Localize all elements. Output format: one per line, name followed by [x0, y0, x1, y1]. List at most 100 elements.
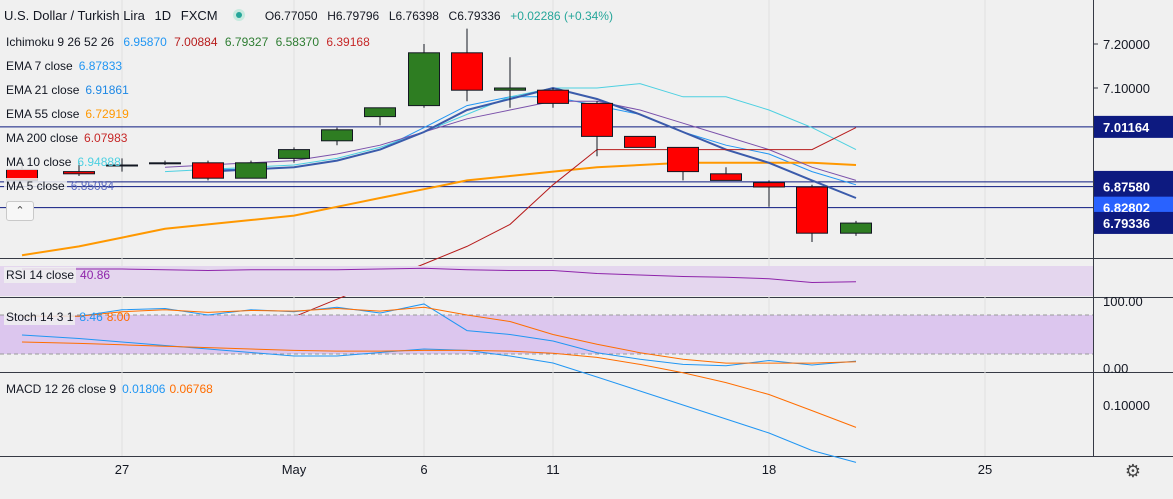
rsi-value: 40.86: [80, 268, 111, 282]
stoch-axis-label: 0.00: [1103, 361, 1128, 376]
symbol-header: U.S. Dollar / Turkish Lira 1D FXCM O6.77…: [4, 8, 613, 23]
candle-body: [451, 52, 483, 91]
macd-value: 0.01806: [122, 382, 166, 396]
ema55-legend[interactable]: EMA 55 close 6.72919: [4, 106, 129, 122]
ohlc-high: H6.79796: [327, 9, 380, 23]
macd-signal-line: [21, 341, 857, 428]
candle-body: [624, 135, 656, 148]
ma10-line: [164, 100, 857, 181]
ema55-line: [21, 161, 857, 257]
ema7-label: EMA 7 close: [4, 58, 75, 74]
x-axis-tick-label: May: [282, 462, 307, 477]
price-line-label: 7.01164: [1103, 120, 1150, 135]
ichimoku-value-3: 6.79327: [224, 35, 269, 49]
ma5-legend[interactable]: MA 5 close 6.85084: [4, 178, 115, 194]
macd-label: MACD 12 26 close 9: [4, 381, 119, 397]
ichimoku-value-5: 6.39168: [326, 35, 370, 49]
candle-body: [796, 186, 828, 234]
candle-body: [753, 182, 785, 188]
chevron-up-icon: ⌃: [15, 205, 25, 217]
stoch-d-value: 8.00: [106, 310, 131, 324]
ma10-legend[interactable]: MA 10 close 6.94888: [4, 154, 121, 170]
ohlc-low: L6.76398: [388, 9, 439, 23]
interval-label: 1D: [154, 8, 172, 23]
x-axis-tick-label: 25: [978, 462, 992, 477]
macd-axis-label: 0.10000: [1103, 398, 1150, 413]
ma200-legend[interactable]: MA 200 close 6.07983: [4, 130, 128, 146]
ichimoku-legend[interactable]: Ichimoku 9 26 52 26 6.95870 7.00884 6.79…: [4, 34, 370, 50]
candle-body: [364, 107, 396, 118]
ohlc-close: C6.79336: [448, 9, 501, 23]
candle-body: [278, 149, 310, 159]
ema21-legend[interactable]: EMA 21 close 6.91861: [4, 82, 129, 98]
ema21-label: EMA 21 close: [4, 82, 82, 98]
rsi-legend[interactable]: RSI 14 close 40.86: [4, 267, 111, 283]
candle-body: [494, 87, 526, 91]
rsi-line: [22, 267, 857, 284]
gear-icon: ⚙: [1124, 461, 1142, 481]
price-line-label: 6.87580: [1103, 180, 1150, 195]
price-line-label: 6.82802: [1103, 201, 1150, 216]
ema55-value: 6.72919: [85, 107, 129, 121]
x-axis-tick-label: 27: [115, 462, 129, 477]
rsi-label: RSI 14 close: [4, 267, 77, 283]
ma200-value: 6.07983: [84, 131, 128, 145]
stoch-band: [0, 315, 1093, 354]
ema7-value: 6.87833: [78, 59, 123, 73]
rsi-band: [0, 266, 1093, 296]
candle-body: [63, 171, 95, 175]
macd-signal-value: 0.06768: [169, 382, 213, 396]
stoch-k-value: 8.46: [79, 310, 103, 324]
y-axis-tick-label: 7.20000: [1103, 37, 1150, 52]
candle-body: [192, 162, 224, 179]
ema21-value: 6.91861: [85, 83, 129, 97]
stoch-legend[interactable]: Stoch 14 3 1 8.46 8.00: [4, 309, 131, 325]
stoch-label: Stoch 14 3 1: [4, 309, 76, 325]
ichimoku-value-2: 7.00884: [174, 35, 218, 49]
candle-body: [537, 89, 569, 104]
price-line-label: 6.79336: [1103, 216, 1150, 231]
ichimoku-value-1: 6.95870: [123, 35, 167, 49]
candle-body: [581, 102, 613, 137]
candle-body: [149, 162, 181, 165]
macd-legend[interactable]: MACD 12 26 close 9 0.01806 0.06768: [4, 381, 213, 397]
x-axis-tick-label: 6: [420, 462, 427, 477]
candle-body: [235, 162, 267, 179]
price-line-label-bg: [1094, 175, 1173, 198]
ma5-line: [207, 86, 857, 199]
ema7-legend[interactable]: EMA 7 close 6.87833: [4, 58, 123, 74]
candle-body: [106, 164, 138, 167]
price-pane-bg: [0, 0, 1093, 258]
x-axis-tick-label: 11: [546, 462, 560, 477]
stoch-axis-label: 100.00: [1103, 294, 1143, 309]
candle-body: [840, 222, 872, 234]
candle-body: [408, 52, 440, 107]
ohlc-open: O6.77050: [264, 9, 318, 23]
market-status-icon: [233, 9, 246, 21]
candle-body: [321, 129, 353, 142]
price-axis-bg: [1093, 0, 1173, 494]
ma10-value: 6.94888: [77, 155, 121, 169]
ma5-label: MA 5 close: [4, 178, 67, 194]
stoch-k-line: [22, 303, 857, 367]
collapse-legend-button[interactable]: ⌃: [6, 201, 34, 221]
ohlc-change: +0.02286 (+0.34%): [510, 9, 613, 23]
ema55-label: EMA 55 close: [4, 106, 82, 122]
exchange-label: FXCM: [180, 8, 218, 23]
ichimoku-value-4: 6.58370: [275, 35, 320, 49]
ma5-value: 6.85084: [70, 179, 115, 193]
ma10-label: MA 10 close: [4, 154, 74, 170]
y-axis-tick-label: 7.10000: [1103, 81, 1150, 96]
x-axis-tick-label: 18: [762, 462, 776, 477]
ma200-label: MA 200 close: [4, 130, 81, 146]
candle-body: [667, 146, 699, 173]
chart-settings-button[interactable]: ⚙: [1121, 459, 1145, 483]
stoch-d-line: [22, 306, 857, 364]
ichimoku-label: Ichimoku 9 26 52 26: [4, 34, 117, 50]
candle-body: [710, 173, 742, 181]
price-line-label-bg: [1094, 211, 1173, 234]
symbol-title: U.S. Dollar / Turkish Lira: [4, 8, 145, 23]
price-line-label-bg: [1094, 115, 1173, 138]
